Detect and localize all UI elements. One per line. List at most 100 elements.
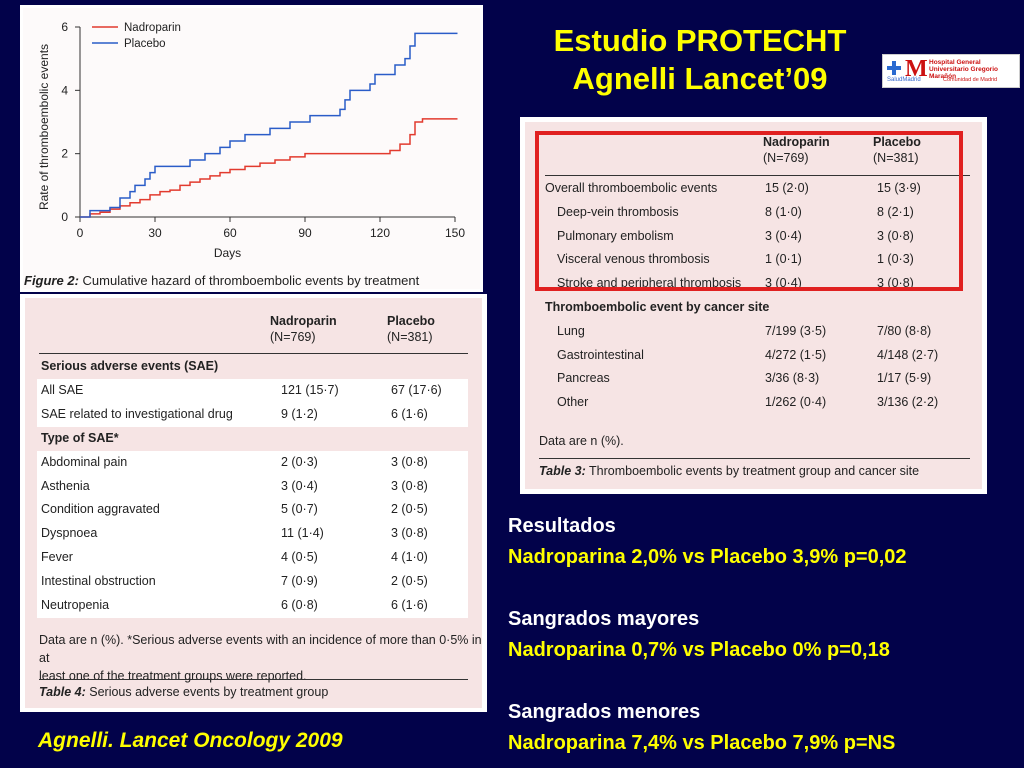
x-axis-label: Days [214,246,241,260]
table3-row: Deep-vein thrombosis 8 (1·0) 8 (2·1) [525,201,982,225]
table3-panel: Nadroparin (N=769) Placebo (N=381) Overa… [520,117,987,494]
table4-row: Intestinal obstruction 7 (0·9) 2 (0·5) [37,570,468,595]
table4-row: Asthenia 3 (0·4) 3 (0·8) [37,474,468,499]
table4-section-row: Type of SAE* [25,427,482,451]
table4-cell-label: Asthenia [41,478,90,493]
table3-cell-b: 4/148 (2·7) [877,347,939,362]
table4-cell-label: Abdominal pain [41,454,128,469]
table3-cell-label: Deep-vein thrombosis [557,204,679,219]
citation: Agnelli. Lancet Oncology 2009 [38,729,343,752]
table3-cell-label: Pancreas [557,371,610,386]
table3-cell-a: 15 (2·0) [765,181,809,195]
table3-col2-name: Placebo [873,135,921,149]
table4-cell-a: 5 (0·7) [281,502,318,517]
table4-row: Condition aggravated 5 (0·7) 2 (0·5) [37,498,468,523]
table3-row: Pulmonary embolism 3 (0·4) 3 (0·8) [525,225,982,249]
table3-col1-name: Nadroparin [763,135,830,149]
minor-bleeding-heading: Sangrados menores [508,701,701,723]
y-tick-label: 4 [61,83,68,97]
cumulative-hazard-chart: 0 30 60 90 120 150 0 2 4 6 Days Rate of thromboembo… [37,20,465,260]
table3-cell-label: Visceral venous thrombosis [557,252,710,267]
table3-section-label: Thromboembolic event by cancer site [545,300,770,314]
logo-comunidad: Comunidad de Madrid [943,77,998,83]
legend-label-placebo: Placebo [124,38,166,50]
table3-highlight-box [535,131,963,291]
x-tick-label: 120 [370,226,390,240]
table3-cell-b: 1 (0·3) [877,252,914,267]
table3-row: Stroke and peripheral thrombosis 3 (0·4) 3… [525,272,982,296]
table3-cell-a: 8 (1·0) [765,204,802,219]
table3-cell-a: 1 (0·1) [765,252,802,267]
table4-row: Abdominal pain 2 (0·3) 3 (0·8) [37,450,468,475]
table4-col2-header: Placebo (N=381) [387,313,435,345]
table3-row: Overall thromboembolic events 15 (2·0) 15 … [525,177,982,201]
table4-caption-text: Serious adverse events by treatment grou… [85,685,329,699]
table4-col2-name: Placebo [387,314,435,328]
title-line-1: Estudio PROTECHT [553,23,847,58]
table4-row: Fever 4 (0·5) 4 (1·0) [37,546,468,571]
table4-row: SAE related to investigational drug 9 (1·… [37,402,468,427]
table3-cell-label: Overall thromboembolic events [545,181,718,195]
results-heading: Resultados [508,515,616,537]
table4-col1-header: Nadroparin (N=769) [270,313,337,345]
table4-note: Data are n (%). *Serious adverse events … [39,631,482,685]
table3-row: Pancreas 3/36 (8·3) 1/17 (5·9) [525,367,982,391]
table3-row: Visceral venous thrombosis 1 (0·1) 1 (0·3) [525,248,982,272]
table4-section-label: Type of SAE* [41,430,119,445]
table3-section-row: Thromboembolic event by cancer site [525,296,982,320]
table4-cell-b: 3 (0·8) [391,454,428,469]
table3-row: Other 1/262 (0·4) 3/136 (2·2) [525,391,982,415]
table4-cell-a: 3 (0·4) [281,478,318,493]
table4-cell-label: Condition aggravated [41,502,160,517]
table3-cell-a: 3/36 (8·3) [765,371,820,386]
table4-col1-name: Nadroparin [270,314,337,328]
table3-cell-b: 3/136 (2·2) [877,395,939,410]
x-tick-label: 150 [445,226,465,240]
table4-note-line2: least one of the treatment groups were r… [39,669,307,683]
table3-caption-label: Table 3: [539,464,586,478]
table4-cell-label: Fever [41,550,73,565]
table4: Nadroparin (N=769) Placebo (N=381) Serio… [25,298,482,708]
table3-cell-b: 3 (0·8) [877,228,914,243]
table3-cell-b: 15 (3·9) [877,181,921,195]
table3-cell-a: 3 (0·4) [765,228,802,243]
table3-cell-label: Other [557,395,589,410]
table3-col1-n: (N=769) [763,151,809,165]
table3-cell-a: 3 (0·4) [765,276,802,291]
table4-cell-a: 6 (0·8) [281,598,318,612]
table3-cell-label: Lung [557,323,585,338]
table3-cell-label: Gastrointestinal [557,347,644,362]
table4-cell-b: 3 (0·8) [391,526,428,541]
table3-cell-a: 7/199 (3·5) [765,323,827,338]
table4-caption-rule [39,679,468,680]
table4-section-row: Serious adverse events (SAE) [25,355,482,379]
table4-cell-label: Dyspnoea [41,526,98,541]
table4-cell-label: All SAE [41,382,84,397]
results-line: Nadroparina 2,0% vs Placebo 3,9% p=0,02 [508,546,907,568]
table3-col2-n: (N=381) [873,151,919,165]
table4-caption: Table 4: Serious adverse events by treat… [39,685,328,699]
table4-cell-b: 3 (0·8) [391,478,428,493]
table3-row: Lung 7/199 (3·5) 7/80 (8·8) [525,320,982,344]
table3-col2-header: Placebo (N=381) [873,134,921,166]
minor-bleeding-line: Nadroparina 7,4% vs Placebo 7,9% p=NS [508,732,896,754]
legend-label-nadroparin: Nadroparin [124,22,181,34]
table3-caption-text: Thromboembolic events by treatment group… [585,464,920,478]
table3: Nadroparin (N=769) Placebo (N=381) Overa… [525,122,982,489]
table3-cell-a: 1/262 (0·4) [765,395,827,410]
logo-hospital-name: Hospital General Universitario Gregorio … [929,59,998,80]
table4-cell-a: 9 (1·2) [281,406,318,421]
table4-cell-a: 11 (1·4) [281,526,324,541]
table4-cell-a: 4 (0·5) [281,550,318,565]
table4-cell-b: 6 (1·6) [391,406,428,421]
table4-cell-label: Neutropenia [41,598,110,612]
table3-cell-b: 1/17 (5·9) [877,371,932,386]
table3-cell-label: Pulmonary embolism [557,228,674,243]
slide-title: Estudio PROTECHT Agnelli Lancet’09 [520,22,880,98]
table4-row: Neutropenia 6 (0·8) 6 (1·6) [37,594,468,618]
hospital-logo: M SaludMadrid Hospital General Universit… [882,54,1020,88]
x-tick-label: 0 [77,226,84,240]
y-tick-label: 0 [61,210,68,224]
x-tick-label: 30 [148,226,162,240]
table4-cell-b: 2 (0·5) [391,574,428,589]
